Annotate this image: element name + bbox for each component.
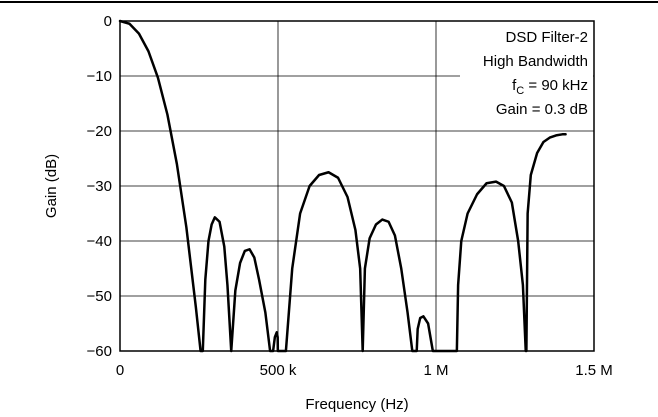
annotation-box: DSD Filter-2 High Bandwidth fC = 90 kHz … <box>460 22 593 124</box>
y-tick-label: −50 <box>87 288 112 305</box>
y-tick-label: −60 <box>87 343 112 360</box>
annotation-background <box>460 22 593 124</box>
annotation-f-subscript: C <box>516 85 524 97</box>
annotation-cutoff-value: = 90 kHz <box>524 77 588 94</box>
x-axis-label: Frequency (Hz) <box>305 396 408 413</box>
plot-frame <box>119 20 595 352</box>
annotation-line-1: DSD Filter-2 <box>505 29 588 46</box>
x-tick-label: 0 <box>116 362 124 379</box>
x-tick-label: 1.5 M <box>575 362 613 379</box>
y-tick-label: −30 <box>87 178 112 195</box>
y-tick-label: 0 <box>104 13 112 30</box>
annotation-line-3: fC = 90 kHz <box>512 77 588 97</box>
y-tick-label: −40 <box>87 233 112 250</box>
x-tick-labels: 0 500 k 1 M 1.5 M <box>116 362 613 379</box>
y-tick-label: −10 <box>87 68 112 85</box>
y-axis-label: Gain (dB) <box>43 154 60 218</box>
annotation-line-2: High Bandwidth <box>483 53 588 70</box>
y-tick-label: −20 <box>87 123 112 140</box>
x-tick-label: 500 k <box>260 362 297 379</box>
x-tick-label: 1 M <box>423 362 448 379</box>
annotation-line-4: Gain = 0.3 dB <box>496 101 588 118</box>
series-layer <box>118 19 567 353</box>
gain-curve <box>118 19 567 353</box>
y-tick-labels: 0 −10 −20 −30 −40 −50 −60 <box>87 13 112 360</box>
annotation-f-symbol: f <box>512 77 517 94</box>
